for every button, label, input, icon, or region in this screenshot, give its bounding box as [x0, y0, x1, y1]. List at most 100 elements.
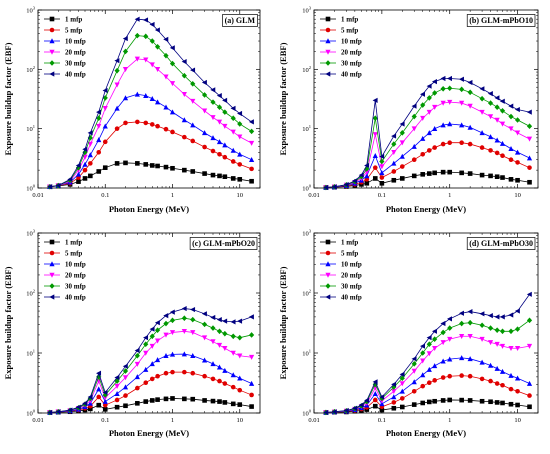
data-point [527, 393, 532, 398]
x-tick-label: 0.1 [378, 417, 386, 424]
data-point [379, 170, 385, 176]
data-point [514, 375, 521, 381]
data-point [467, 89, 473, 96]
data-point [420, 115, 426, 121]
legend-entry: 40 mfp [320, 71, 362, 79]
data-point [488, 148, 493, 153]
data-point [499, 314, 505, 320]
y-tick-label: 103 [26, 6, 36, 15]
data-point [411, 103, 417, 109]
data-point [459, 373, 464, 378]
data-point [459, 397, 464, 403]
series-40-mfp [323, 291, 532, 416]
data-point [479, 130, 485, 136]
data-point [447, 373, 453, 379]
legend-marker [49, 27, 55, 33]
data-point [459, 86, 465, 93]
data-point [230, 129, 236, 135]
data-point [114, 374, 120, 381]
data-point [479, 311, 485, 317]
plot-frame [313, 9, 539, 189]
data-point [169, 60, 176, 67]
data-point [102, 407, 108, 412]
data-point [467, 356, 473, 362]
legend-label: 10 mfp [341, 261, 362, 269]
y-tick-label: 101 [302, 124, 311, 133]
legend-marker [49, 239, 55, 245]
y-tick-label: 100 [302, 409, 312, 418]
data-point [379, 401, 385, 407]
data-point [459, 140, 464, 146]
data-point [391, 388, 397, 394]
data-point [143, 366, 149, 372]
data-point [135, 401, 140, 406]
data-point [249, 178, 254, 184]
data-point [55, 409, 61, 415]
legend-label: 10 mfp [65, 261, 86, 269]
data-point [237, 151, 243, 157]
data-point [514, 106, 520, 113]
data-point [202, 171, 207, 176]
data-point [163, 353, 169, 359]
data-point [467, 398, 473, 403]
legend-entry: 10 mfp [320, 38, 362, 46]
data-point [379, 175, 385, 180]
data-point [440, 169, 446, 175]
data-point [230, 105, 236, 111]
legend-entry: 5 mfp [320, 250, 358, 258]
data-point [170, 396, 175, 401]
data-point [82, 146, 88, 152]
data-point [432, 345, 438, 351]
plot-frame [37, 9, 261, 189]
data-point [420, 91, 426, 97]
data-point [440, 85, 446, 92]
data-point [526, 109, 532, 115]
data-point [399, 130, 405, 136]
legend-label: 1 mfp [65, 16, 82, 24]
data-point [87, 395, 93, 402]
data-point [154, 27, 160, 33]
data-point [248, 140, 255, 146]
data-point [210, 148, 216, 154]
data-point [515, 160, 520, 165]
legend-marker [49, 294, 55, 300]
data-point [170, 165, 175, 171]
data-point [526, 155, 533, 161]
data-point [379, 153, 385, 160]
legend-entry: 1 mfp [320, 16, 358, 24]
data-point [508, 328, 514, 335]
data-point [123, 403, 128, 409]
data-point [494, 314, 500, 320]
data-point [431, 79, 437, 85]
data-point [467, 333, 473, 339]
legend-label: 10 mfp [65, 38, 86, 46]
data-point [154, 320, 160, 326]
data-point [230, 401, 236, 407]
data-point [114, 126, 120, 131]
data-point [114, 404, 120, 410]
data-point [432, 336, 438, 342]
data-point [488, 399, 493, 405]
legend-label: 5 mfp [65, 27, 82, 35]
data-point [459, 122, 465, 128]
data-point [149, 326, 155, 332]
data-point [467, 103, 473, 109]
legend-entry: 5 mfp [44, 250, 82, 258]
data-point [201, 321, 208, 328]
data-point [181, 91, 187, 97]
data-point [190, 396, 196, 402]
data-point [499, 368, 506, 374]
data-point [82, 167, 88, 173]
data-point [426, 399, 432, 405]
data-point [440, 398, 446, 403]
panel-label-box [189, 237, 258, 250]
data-point [323, 409, 329, 416]
data-point [143, 57, 149, 63]
y-tick-label: 101 [26, 124, 35, 133]
data-point [379, 181, 385, 186]
data-point [515, 177, 520, 183]
data-point [216, 364, 223, 370]
data-point [500, 382, 505, 388]
data-point [399, 164, 405, 169]
data-point [114, 383, 120, 389]
